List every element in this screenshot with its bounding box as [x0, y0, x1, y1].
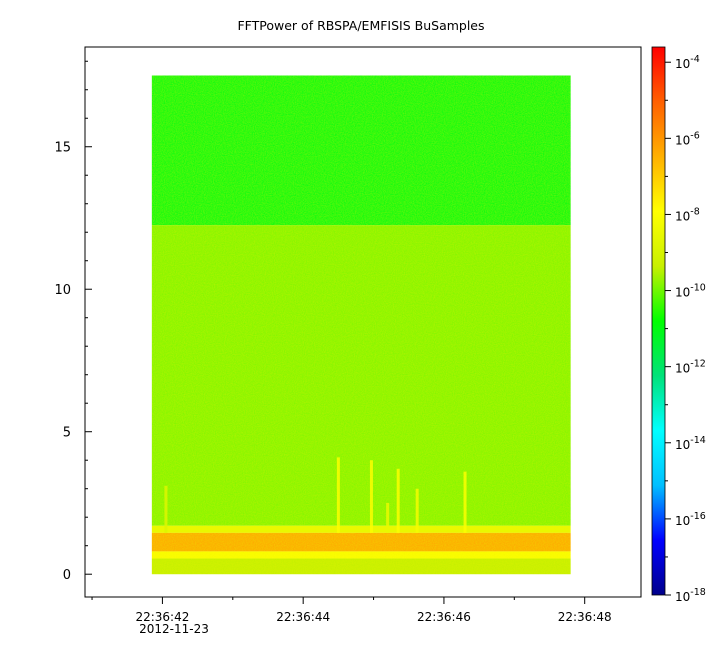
colorbar-axis: 10-18 10-16 10-14 10-12 10-10 10-8 10-6 10-4 [665, 54, 706, 604]
x-tick-label: 22:36:44 [276, 610, 330, 624]
burst-spike [415, 488, 419, 533]
colorbar-tick-label: 10-12 [675, 359, 706, 376]
spectrogram-image [151, 75, 571, 575]
colorbar-tick-exponent: -18 [690, 587, 706, 598]
y-tick-label: 0 [63, 568, 71, 583]
colorbar-tick-label: 10-10 [675, 283, 706, 300]
y-tick-label: 15 [54, 141, 71, 156]
burst-spike [336, 457, 340, 533]
x-tick-label: 22:36:46 [417, 610, 471, 624]
colorbar-tick-label: 10-6 [675, 130, 700, 147]
colorbar-tick-label: 10-4 [675, 54, 700, 71]
colorbar-tick-exponent: -8 [690, 206, 699, 217]
burst-spike [396, 468, 400, 533]
y-axis: 0 5 10 15 [54, 60, 92, 583]
spectrogram-texture [151, 75, 571, 575]
burst-spike [369, 460, 373, 533]
colorbar [651, 46, 666, 596]
colorbar-tick-exponent: -16 [690, 511, 706, 522]
burst-spike [164, 485, 168, 533]
y-tick-label: 10 [54, 283, 71, 298]
burst-spike [463, 471, 467, 533]
colorbar-tick-exponent: -4 [690, 54, 699, 65]
colorbar-tick-exponent: -6 [690, 130, 699, 141]
colorbar-tick-label: 10-18 [675, 587, 706, 604]
y-tick-label: 5 [63, 426, 71, 441]
colorbar-tick-label: 10-16 [675, 511, 706, 528]
colorbar-tick-exponent: -10 [690, 283, 706, 294]
burst-spike [386, 502, 390, 533]
colorbar-tick-label: 10-8 [675, 206, 700, 223]
colorbar-tick-exponent: -14 [690, 435, 706, 446]
chart-title: FFTPower of RBSPA/EMFISIS BuSamples [237, 18, 484, 33]
colorbar-tick-label: 10-14 [675, 435, 706, 452]
x-tick-label: 22:36:42 [135, 610, 189, 624]
colorbar-tick-exponent: -12 [690, 359, 706, 370]
x-date-label: 2012-11-23 [139, 622, 209, 636]
x-axis: 22:36:42 22:36:44 22:36:46 22:36:48 [91, 597, 612, 624]
x-tick-label: 22:36:48 [558, 610, 612, 624]
